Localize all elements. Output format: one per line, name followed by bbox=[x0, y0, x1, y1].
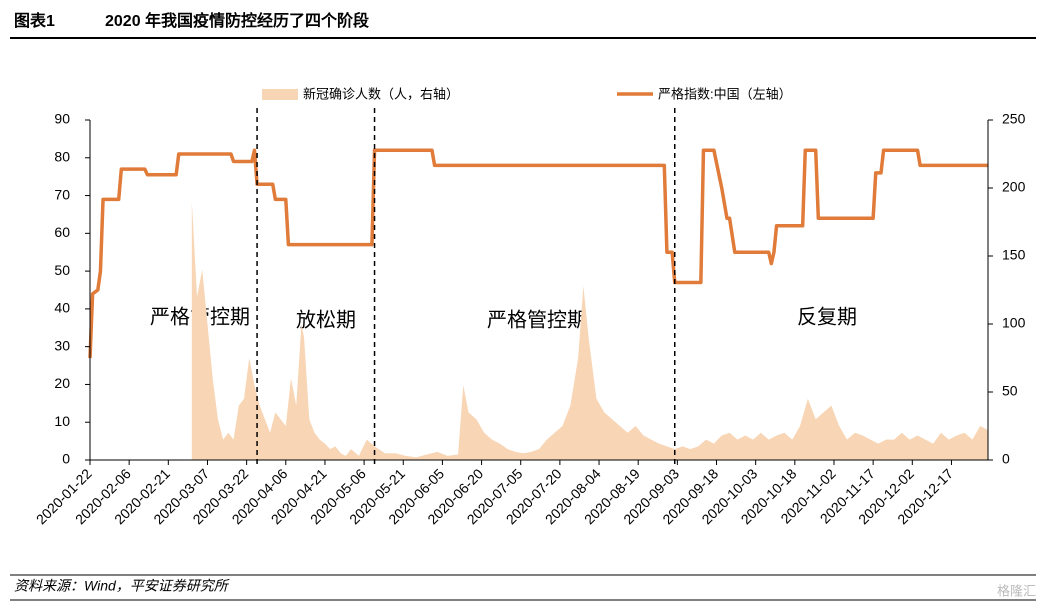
figure-label: 图表1 bbox=[14, 11, 55, 30]
y-tick-label: 0 bbox=[62, 451, 70, 467]
phase-label: 严格管控期 bbox=[487, 308, 587, 331]
y-tick-label: 30 bbox=[54, 337, 70, 353]
y-tick-label: 70 bbox=[54, 186, 70, 202]
line bbox=[88, 148, 988, 359]
legend-swatch bbox=[262, 89, 298, 100]
y2-tick-label: 100 bbox=[1002, 315, 1026, 331]
legend-label: 严格指数:中国（左轴） bbox=[658, 86, 792, 101]
y2-tick-label: 50 bbox=[1002, 383, 1018, 399]
legend-label: 新冠确诊人数（人，右轴） bbox=[303, 86, 459, 101]
y2-tick-label: 250 bbox=[1002, 111, 1026, 127]
y2-tick-label: 0 bbox=[1002, 451, 1010, 467]
chart-title: 2020 年我国疫情防控经历了四个阶段 bbox=[105, 11, 370, 30]
y-tick-label: 90 bbox=[54, 111, 70, 127]
phase-label: 放松期 bbox=[296, 308, 356, 331]
y2-tick-label: 150 bbox=[1002, 247, 1026, 263]
y-tick-label: 10 bbox=[54, 413, 70, 429]
watermark: 格隆汇 bbox=[997, 583, 1036, 598]
y-tick-label: 80 bbox=[54, 148, 70, 164]
area bbox=[191, 201, 989, 460]
phase-label: 反复期 bbox=[797, 305, 857, 328]
y2-tick-label: 200 bbox=[1002, 179, 1026, 195]
y-tick-label: 50 bbox=[54, 262, 70, 278]
y-tick-label: 40 bbox=[54, 300, 70, 316]
y-tick-label: 20 bbox=[54, 375, 70, 391]
y-tick-label: 60 bbox=[54, 224, 70, 240]
source-note: 资料来源：Wind，平安证券研究所 bbox=[14, 578, 230, 594]
